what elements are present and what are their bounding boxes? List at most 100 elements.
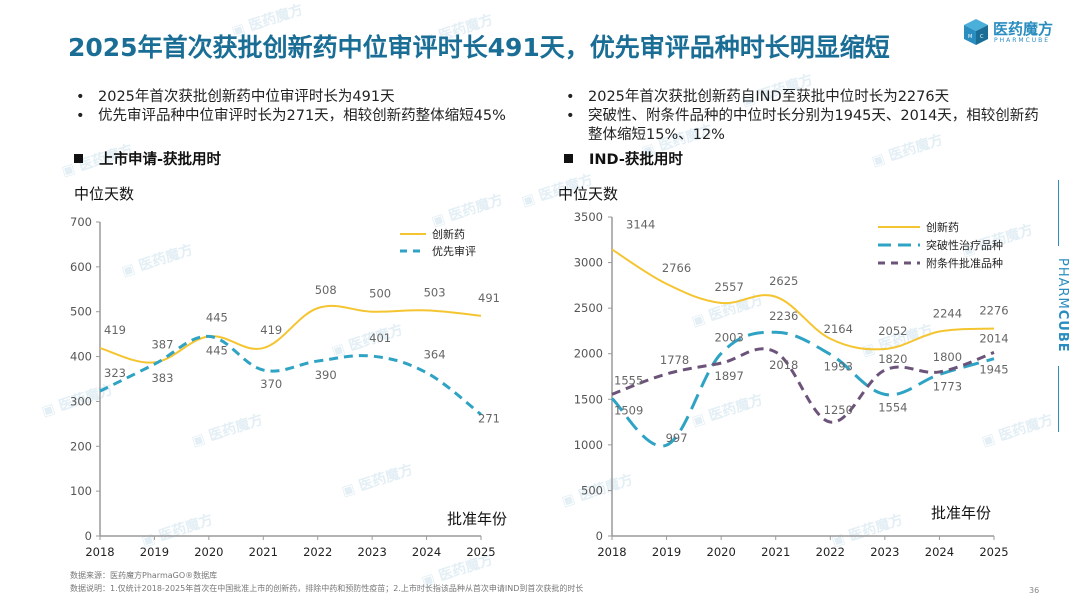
data-label: 1993	[824, 359, 853, 373]
y-tick-label: 200	[70, 439, 92, 453]
left-chart-ylabel: 中位天数	[74, 185, 135, 203]
legend-label: 突破性治疗品种	[926, 238, 1003, 252]
data-label: 1509	[614, 403, 643, 417]
brand-logo: M C 医药魔方 PHARMCUBE	[963, 18, 1073, 48]
y-tick-label: 1500	[574, 392, 603, 406]
x-tick-label: 2019	[140, 545, 169, 559]
data-label: 1554	[878, 400, 907, 414]
data-label: 2014	[979, 331, 1008, 345]
right-chart-xlabel: 批准年份	[931, 504, 992, 522]
data-note: 数据说明：1.仅统计2018-2025年首次在中国批准上市的创新药，排除中药和预…	[70, 584, 584, 593]
page-title: 2025年首次获批创新药中位审评时长491天，优先审评品种时长明显缩短	[68, 33, 890, 62]
data-label: 1945	[979, 363, 1008, 377]
series-line-1	[611, 248, 995, 351]
x-tick-label: 2019	[652, 545, 681, 559]
x-tick-label: 2024	[925, 545, 954, 559]
y-tick-label: 600	[70, 260, 92, 274]
legend-label: 附条件批准品种	[926, 256, 1003, 270]
svg-text:C: C	[980, 34, 984, 40]
right-section-title: IND-获批用时	[564, 148, 683, 169]
x-tick-label: 2022	[816, 545, 845, 559]
data-label: 2018	[769, 358, 798, 372]
x-tick-label: 2025	[466, 545, 495, 559]
data-label: 1897	[715, 369, 744, 383]
y-tick-label: 1000	[574, 438, 603, 452]
x-tick-label: 2023	[870, 545, 899, 559]
left-chart-xlabel: 批准年份	[447, 510, 508, 528]
right-bullets: 2025年首次获批创新药自IND至获批中位时长为2276天 突破性、附条件品种的…	[560, 88, 1040, 145]
data-label: 1773	[933, 379, 962, 393]
x-tick-label: 2020	[707, 545, 736, 559]
data-label: 271	[478, 411, 500, 425]
cube-logo-icon: M C	[964, 19, 988, 45]
data-label: 383	[151, 371, 173, 385]
x-tick-label: 2023	[358, 545, 387, 559]
data-label: 2244	[933, 306, 962, 320]
data-label: 323	[104, 366, 126, 380]
data-label: 445	[206, 343, 228, 357]
data-label: 997	[666, 431, 688, 445]
data-label: 508	[315, 283, 337, 297]
data-label: 419	[260, 323, 282, 337]
data-label: 2766	[662, 261, 691, 275]
y-tick-label: 3000	[574, 256, 603, 270]
bullet-item: 2025年首次获批创新药自IND至获批中位时长为2276天	[560, 88, 1040, 107]
y-tick-label: 400	[70, 350, 92, 364]
bullet-item: 2025年首次获批创新药中位审评时长为491天	[70, 88, 550, 107]
data-label: 387	[151, 337, 173, 351]
data-label: 2052	[878, 324, 907, 338]
series-line-2	[99, 334, 482, 416]
data-label: 2164	[824, 322, 853, 336]
data-label: 1778	[660, 353, 689, 367]
series-line-3	[611, 347, 995, 424]
left-section-title: 上市申请-获批用时	[74, 148, 221, 169]
side-divider-top	[1058, 180, 1059, 246]
right-section-label: IND-获批用时	[589, 152, 683, 168]
y-tick-label: 3500	[574, 210, 603, 224]
y-tick-label: 500	[581, 483, 603, 497]
y-tick-label: 0	[85, 529, 92, 543]
bullet-item: 优先审评品种中位审评时长为271天，相较创新药整体缩短45%	[70, 107, 550, 126]
bullet-item: 突破性、附条件品种的中位时长分别为1945天、2014天，相较创新药整体缩短15…	[560, 107, 1040, 145]
y-tick-label: 0	[596, 529, 603, 543]
data-label: 3144	[626, 217, 655, 231]
data-label: 370	[260, 377, 282, 391]
right-chart-ylabel: 中位天数	[558, 185, 619, 203]
x-tick-label: 2018	[85, 545, 114, 559]
data-label: 401	[369, 331, 391, 345]
legend-label: 创新药	[432, 227, 465, 241]
y-tick-label: 2500	[574, 301, 603, 315]
x-tick-label: 2020	[194, 545, 223, 559]
svg-text:M: M	[968, 34, 972, 40]
data-label: 2003	[715, 330, 744, 344]
x-tick-label: 2018	[597, 545, 626, 559]
y-tick-label: 500	[70, 305, 92, 319]
data-label: 2236	[769, 309, 798, 323]
data-label: 1800	[933, 350, 962, 364]
left-section-label: 上市申请-获批用时	[99, 152, 222, 168]
data-label: 1555	[614, 373, 643, 387]
legend-label: 优先审评	[432, 244, 476, 258]
x-tick-label: 2024	[412, 545, 441, 559]
y-tick-label: 100	[70, 484, 92, 498]
y-tick-label: 300	[70, 394, 92, 408]
data-source: 数据来源：医药魔方PharmaGO®数据库	[70, 571, 218, 580]
x-tick-label: 2022	[303, 545, 332, 559]
left-bullets: 2025年首次获批创新药中位审评时长为491天 优先审评品种中位审评时长为271…	[70, 88, 550, 126]
data-label: 491	[478, 291, 500, 305]
legend-label: 创新药	[926, 220, 959, 234]
logo-text: 医药魔方	[993, 20, 1054, 38]
side-brand: PHARMCUBE	[1055, 258, 1070, 353]
square-bullet-icon	[564, 154, 573, 163]
x-tick-label: 2025	[979, 545, 1008, 559]
side-brand-part2: CUBE	[1055, 309, 1070, 353]
data-label: 503	[424, 285, 446, 299]
side-divider-bottom	[1058, 366, 1059, 432]
data-label: 2625	[769, 274, 798, 288]
data-label: 419	[104, 323, 126, 337]
data-label: 2557	[715, 280, 744, 294]
data-label: 445	[206, 310, 228, 324]
x-tick-label: 2021	[249, 545, 278, 559]
y-tick-label: 700	[70, 215, 92, 229]
